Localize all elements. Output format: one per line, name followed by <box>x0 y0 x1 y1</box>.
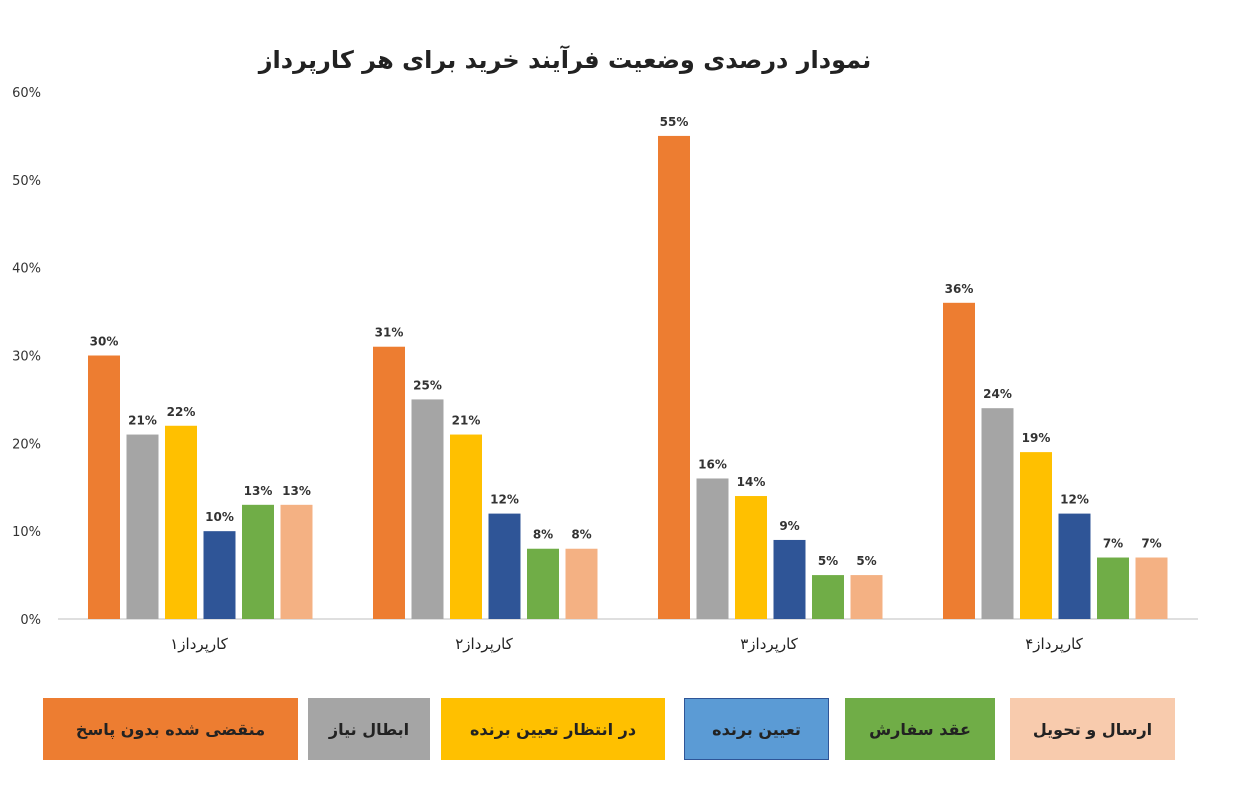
data-label: 21% <box>128 414 157 428</box>
bar <box>981 408 1014 619</box>
y-tick-label: 0% <box>20 613 41 628</box>
bar <box>1097 557 1129 619</box>
bar <box>850 575 883 619</box>
bar <box>165 425 197 619</box>
bar <box>1135 557 1168 619</box>
legend-item: در انتظار تعیین برنده <box>441 698 665 760</box>
bar <box>696 478 729 619</box>
data-label: 21% <box>452 414 481 428</box>
data-label: 7% <box>1141 537 1161 551</box>
y-tick-label: 30% <box>12 350 41 365</box>
y-tick-label: 10% <box>12 525 41 540</box>
y-axis-tick-labels: 0% 10% 20% 30% 40% 50% 60% <box>12 86 41 628</box>
category-label: کارپرداز۴ <box>1025 635 1083 654</box>
y-tick-label: 60% <box>12 86 41 101</box>
data-label: 55% <box>660 115 689 129</box>
bar <box>450 434 482 619</box>
y-tick-label: 20% <box>12 437 41 452</box>
bar <box>373 346 405 619</box>
data-label: 12% <box>490 493 519 507</box>
legend-item: تعیین برنده <box>684 698 829 760</box>
chart-title: نمودار درصدی وضعیت فرآیند خرید برای هر ک… <box>258 45 872 74</box>
bar <box>658 135 690 619</box>
data-label: 10% <box>205 510 234 524</box>
data-label: 8% <box>571 528 591 542</box>
legend-item: عقد سفارش <box>845 698 995 760</box>
data-label: 13% <box>244 484 273 498</box>
data-label: 30% <box>90 335 119 349</box>
bar <box>735 496 767 619</box>
bar <box>565 548 598 619</box>
data-label: 9% <box>779 519 799 533</box>
data-label: 31% <box>375 326 404 340</box>
data-label: 13% <box>282 484 311 498</box>
legend-item: منقضی شده بدون پاسخ <box>43 698 298 760</box>
bar <box>203 531 236 619</box>
bar <box>88 355 120 619</box>
bar <box>943 302 975 619</box>
bar <box>812 575 844 619</box>
data-label: 19% <box>1022 431 1051 445</box>
data-label: 12% <box>1060 493 1089 507</box>
bar <box>242 504 274 619</box>
data-label: 25% <box>413 378 442 392</box>
category-label: کارپرداز۱ <box>170 635 228 654</box>
y-tick-label: 40% <box>12 262 41 277</box>
bar <box>1020 452 1052 619</box>
y-tick-label: 50% <box>12 174 41 189</box>
data-label: 5% <box>818 554 838 568</box>
legend-item: ارسال و تحویل <box>1010 698 1175 760</box>
bar <box>773 539 806 619</box>
bar <box>488 513 521 619</box>
bar-series-group: 30% 21% 22% 10% 13% 13% 31% 25% 21% 12% 8% 8% 55% 16%… <box>88 115 1168 619</box>
data-label: 14% <box>737 475 766 489</box>
data-label: 8% <box>533 528 553 542</box>
bar <box>411 399 444 619</box>
legend-item: ابطال نیاز <box>308 698 430 760</box>
data-label: 5% <box>856 554 876 568</box>
bar <box>280 504 313 619</box>
bar <box>126 434 159 619</box>
x-axis-category-labels: کارپرداز۱ کارپرداز۲ کارپرداز۳ کارپرداز۴ <box>170 635 1083 654</box>
data-label: 16% <box>698 457 727 471</box>
data-label: 22% <box>167 405 196 419</box>
bar <box>527 548 559 619</box>
category-label: کارپرداز۲ <box>455 635 513 654</box>
category-label: کارپرداز۳ <box>740 635 798 654</box>
bar <box>1058 513 1091 619</box>
data-label: 7% <box>1103 537 1123 551</box>
data-label: 24% <box>983 387 1012 401</box>
data-label: 36% <box>945 282 974 296</box>
